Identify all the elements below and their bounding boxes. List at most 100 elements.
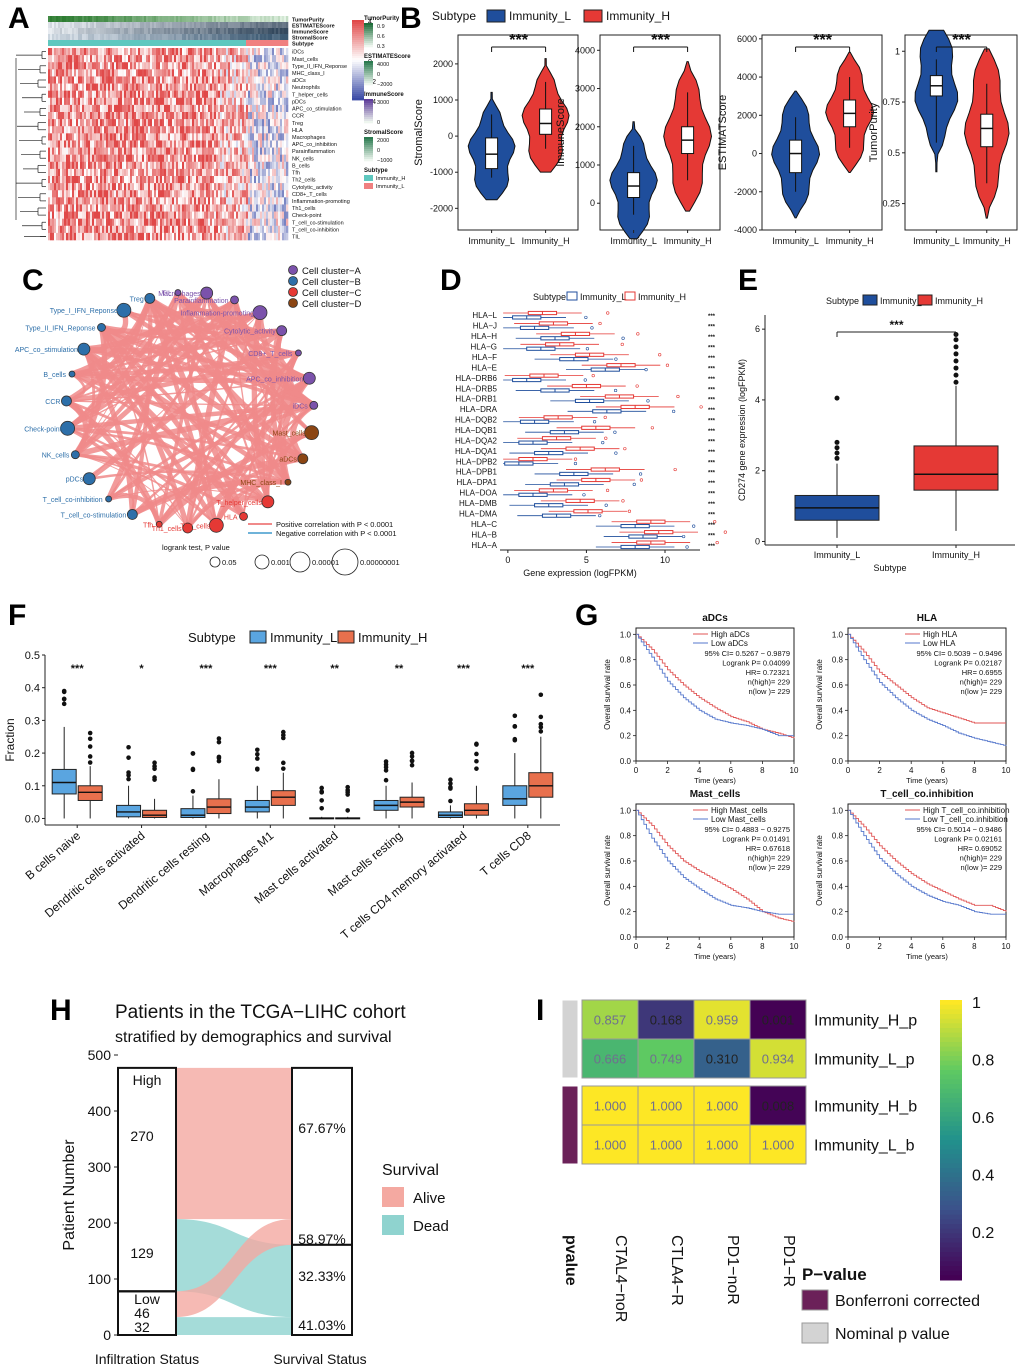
- heatmap-cell: [158, 48, 161, 56]
- legend-tick: 0: [377, 148, 380, 154]
- heatmap-cell: [284, 154, 287, 163]
- heatmap-cell: [186, 76, 189, 84]
- outlier: [474, 758, 479, 764]
- heatmap-cell: [206, 76, 209, 84]
- annotation-cell: [218, 40, 221, 46]
- heatmap-cell: [100, 90, 103, 99]
- heatmap-cell: [140, 62, 143, 70]
- heatmap-cell: [68, 55, 71, 63]
- node-check-point: [60, 420, 76, 436]
- heatmap-cell: [140, 147, 143, 155]
- heatmap-cell: [82, 204, 85, 212]
- heatmap-cell: [246, 211, 249, 219]
- heatmap-cell: [192, 204, 195, 212]
- heatmap-cell: [200, 90, 203, 99]
- annotation-cell: [264, 34, 267, 40]
- heatmap-cell: [260, 161, 263, 170]
- heatmap-cell: [188, 119, 191, 127]
- heatmap-cell: [102, 76, 105, 84]
- annotation-cell: [240, 22, 243, 28]
- heatmap-cell: [210, 176, 213, 184]
- heatmap-cell: [160, 197, 163, 205]
- heatmap-cell: [214, 104, 217, 113]
- legend-tick: 0: [377, 72, 380, 78]
- heatmap-cell: [272, 225, 275, 234]
- heatmap-cell: [154, 211, 157, 219]
- heatmap-cell: [124, 161, 127, 170]
- heatmap-cell: [170, 218, 173, 227]
- stat-label: n(low )= 229: [749, 863, 790, 872]
- scale-gradient-cell: [352, 94, 364, 97]
- heatmap-cell: [180, 126, 183, 134]
- heatmap-cell: [252, 197, 255, 205]
- heatmap-cell: [194, 168, 197, 177]
- heatmap-cell: [238, 161, 241, 170]
- annotation-cell: [224, 34, 227, 40]
- heatmap-cell: [116, 204, 119, 212]
- heatmap-cell: [254, 176, 257, 184]
- heatmap-cell: [96, 76, 99, 84]
- annotation-cell: [126, 28, 129, 34]
- heatmap-cell: [206, 83, 209, 91]
- heatmap-cell: [86, 147, 89, 155]
- heatmap-cell: [138, 83, 141, 91]
- node-label: Check-point: [24, 426, 61, 433]
- heatmap-cell: [240, 55, 243, 63]
- heatmap-cell: [200, 126, 203, 134]
- heatmap-cell: [106, 126, 109, 134]
- outlier: [345, 784, 350, 790]
- annotation-cell: [92, 34, 95, 40]
- heatmap-cell: [118, 140, 121, 148]
- heatmap-cell: [96, 97, 99, 106]
- heatmap-cell: [250, 168, 253, 177]
- heatmap-cell: [158, 225, 161, 234]
- heatmap-cell: [206, 48, 209, 56]
- heatmap-cell: [114, 147, 117, 155]
- heatmap-cell: [76, 48, 79, 56]
- heatmap-cell: [178, 119, 181, 127]
- heatmap-cell: [244, 119, 247, 127]
- heatmap-cell: [244, 161, 247, 170]
- stat-label: HR= 0.72321: [746, 668, 790, 677]
- heatmap-cell: [188, 232, 191, 241]
- heatmap-cell: [162, 168, 165, 177]
- heatmap-cell: [130, 197, 133, 205]
- annotation-cell: [200, 22, 203, 28]
- heatmap-cell: [194, 161, 197, 170]
- annotation-cell: [160, 22, 163, 28]
- annotation-cell: [254, 16, 257, 22]
- heatmap-cell: [244, 62, 247, 70]
- annotation-cell: [86, 28, 89, 34]
- heatmap-cell: [148, 225, 151, 234]
- annotation-cell: [222, 28, 225, 34]
- annotation-cell: [138, 40, 141, 46]
- heatmap-cell: [90, 204, 93, 212]
- heatmap-cell: [52, 119, 55, 127]
- outlier: [512, 713, 518, 719]
- heatmap-cell: [226, 48, 229, 56]
- heatmap-cell: [106, 204, 109, 212]
- outlier: [685, 545, 689, 549]
- heatmap-cell: [78, 90, 81, 99]
- heatmap-cell: [62, 204, 65, 212]
- heatmap-cell: [198, 112, 201, 120]
- outlier: [126, 755, 131, 760]
- heatmap-cell: [286, 126, 289, 134]
- heatmap-cell: [72, 232, 75, 241]
- heatmap-cell: [48, 104, 51, 113]
- heatmap-cell: [90, 161, 93, 170]
- heatmap-cell: [76, 183, 79, 191]
- heatmap-cell: [250, 225, 253, 234]
- heatmap-cell: [50, 176, 53, 184]
- heatmap-cell: [64, 119, 67, 127]
- legend-gradient: [364, 157, 373, 160]
- heatmap-cell: [98, 83, 101, 91]
- annotation-cell: [284, 34, 287, 40]
- heatmap-cell: [78, 119, 81, 127]
- heatmap-cell: [220, 83, 223, 91]
- y-tick-label: 0.8: [620, 832, 632, 841]
- legend-gradient: [364, 139, 373, 142]
- heatmap-cell: [204, 176, 207, 184]
- heatmap-cell: [272, 104, 275, 113]
- heatmap-cell: [146, 211, 149, 219]
